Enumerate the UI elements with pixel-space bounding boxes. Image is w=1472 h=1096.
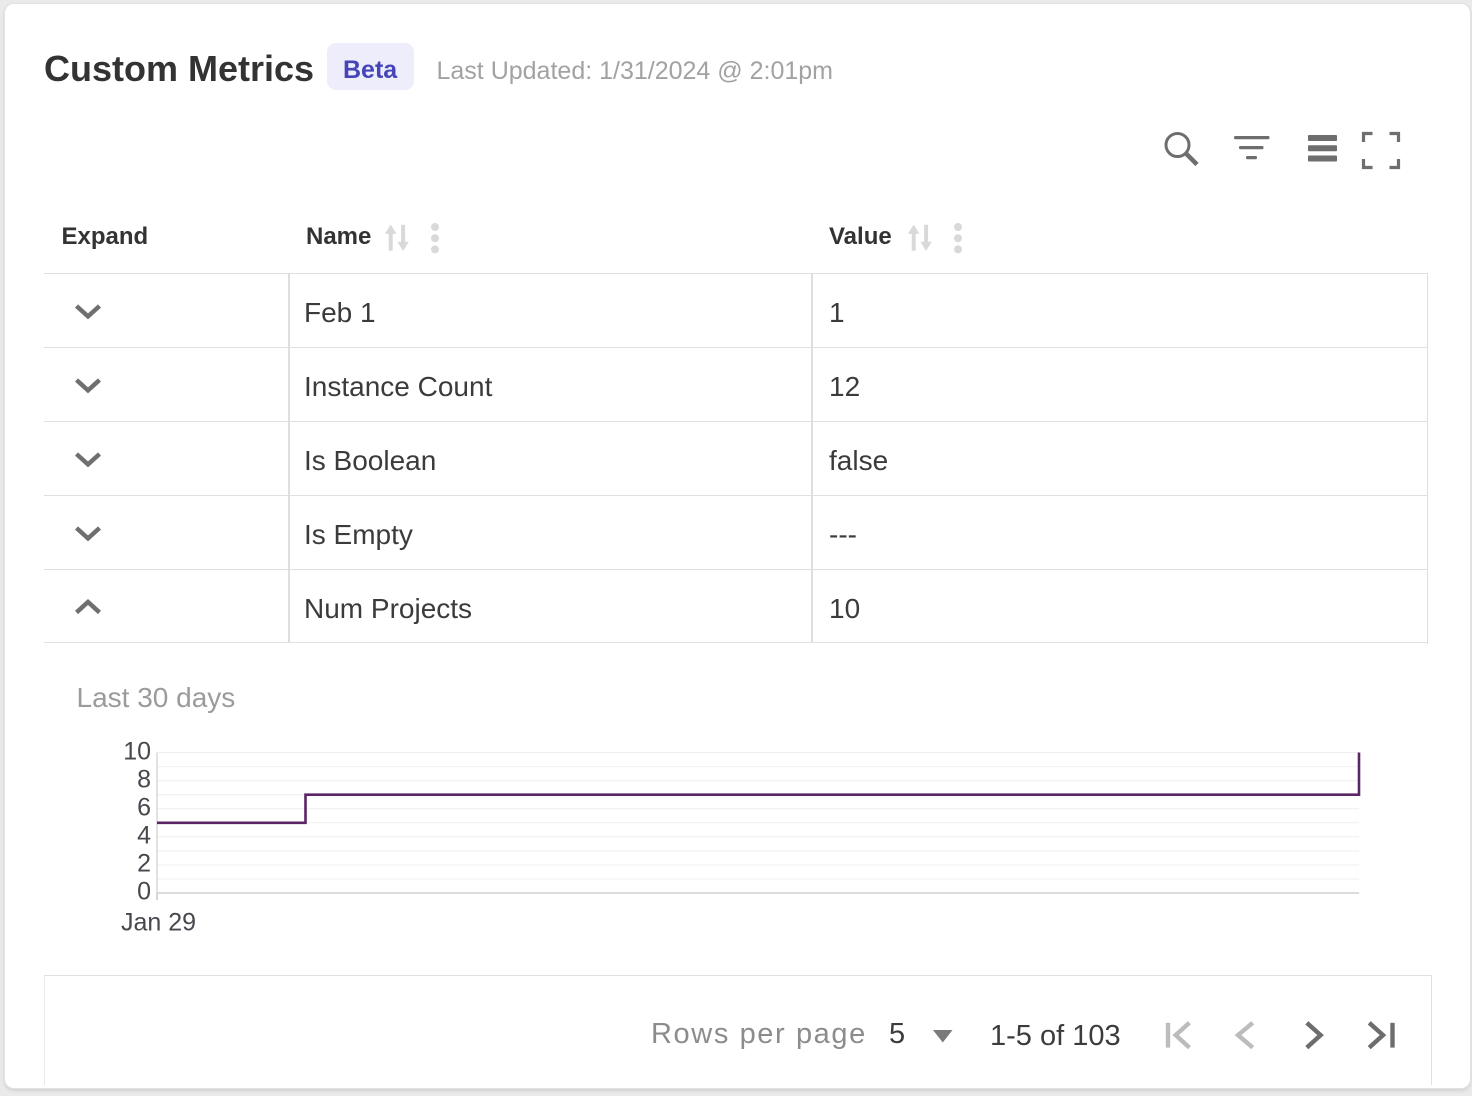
- svg-text:6: 6: [137, 794, 151, 822]
- svg-text:10: 10: [123, 738, 151, 766]
- svg-text:8: 8: [137, 766, 151, 794]
- svg-text:2: 2: [137, 850, 151, 878]
- svg-text:Jan 29: Jan 29: [121, 909, 196, 936]
- svg-text:4: 4: [137, 822, 151, 850]
- svg-text:0: 0: [137, 878, 151, 906]
